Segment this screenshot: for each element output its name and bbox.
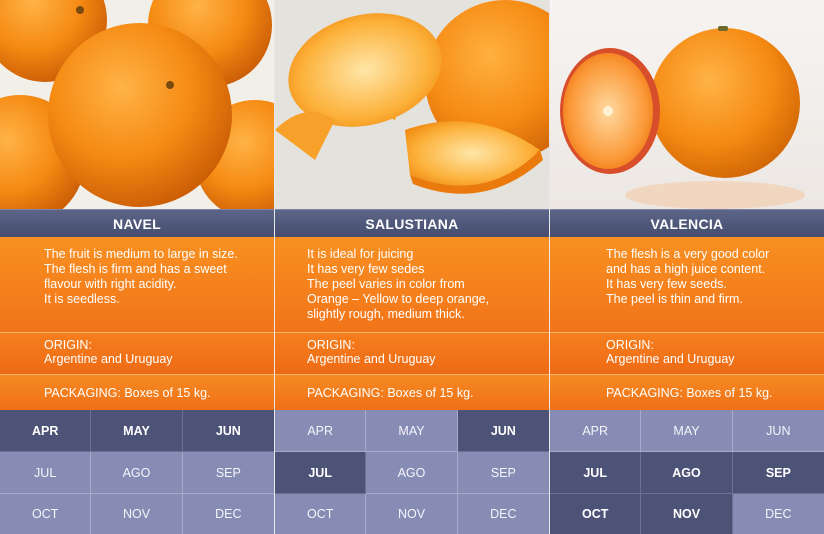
month-calendar: APR MAY JUN JUL AGO SEP OCT NOV DEC	[550, 410, 824, 534]
description-line: It is seedless.	[44, 292, 120, 306]
month-cell: APR	[0, 410, 92, 452]
navel-oranges-photo	[0, 0, 274, 209]
variety-origin: ORIGIN: Argentine and Uruguay	[275, 332, 549, 374]
month-cell: MAY	[641, 410, 733, 452]
salustiana-orange-photo	[275, 0, 549, 209]
origin-value: Argentine and Uruguay	[307, 352, 436, 366]
month-cell: NOV	[641, 494, 733, 534]
variety-description: The fruit is medium to large in size. Th…	[0, 237, 274, 332]
month-cell: DEC	[182, 494, 274, 534]
description-line: The fruit is medium to large in size.	[44, 247, 238, 261]
variety-column-valencia: VALENCIA The flesh is a very good color …	[550, 0, 824, 534]
month-cell: OCT	[550, 494, 642, 534]
month-cell: AGO	[91, 452, 183, 494]
variety-name: VALENCIA	[550, 209, 824, 237]
description-line: flavour with right acidity.	[44, 277, 177, 291]
description-line: slightly rough, medium thick.	[307, 307, 465, 321]
month-cell: SEP	[182, 452, 274, 494]
variety-description: The flesh is a very good color and has a…	[550, 237, 824, 332]
month-cell: JUN	[457, 410, 549, 452]
month-cell: MAY	[366, 410, 458, 452]
month-cell: APR	[550, 410, 642, 452]
description-line: and has a high juice content.	[606, 262, 766, 276]
description-line: The flesh is a very good color	[606, 247, 770, 261]
variety-packaging: PACKAGING: Boxes of 15 kg.	[275, 374, 549, 410]
description-line: The flesh is firm and has a sweet	[44, 262, 227, 276]
month-cell: JUL	[0, 452, 92, 494]
variety-name: SALUSTIANA	[275, 209, 549, 237]
month-cell: DEC	[457, 494, 549, 534]
month-cell: AGO	[641, 452, 733, 494]
valencia-orange-photo	[550, 0, 824, 209]
description-line: Orange – Yellow to deep orange,	[307, 292, 490, 306]
variety-description: It is ideal for juicing It has very few …	[275, 237, 549, 332]
origin-label: ORIGIN:	[44, 338, 92, 352]
origin-label: ORIGIN:	[606, 338, 654, 352]
variety-packaging: PACKAGING: Boxes of 15 kg.	[0, 374, 274, 410]
variety-origin: ORIGIN: Argentine and Uruguay	[550, 332, 824, 374]
month-cell: NOV	[366, 494, 458, 534]
origin-value: Argentine and Uruguay	[606, 352, 735, 366]
month-cell: NOV	[91, 494, 183, 534]
description-line: The peel is thin and firm.	[606, 292, 743, 306]
month-cell: JUL	[550, 452, 642, 494]
description-line: The peel varies in color from	[307, 277, 465, 291]
variety-column-salustiana: SALUSTIANA It is ideal for juicing It ha…	[275, 0, 550, 534]
month-cell: DEC	[732, 494, 824, 534]
month-cell: APR	[275, 410, 367, 452]
month-cell: OCT	[0, 494, 92, 534]
description-line: It has very few seeds.	[606, 277, 727, 291]
month-cell: OCT	[275, 494, 367, 534]
month-calendar: APR MAY JUN JUL AGO SEP OCT NOV DEC	[0, 410, 274, 534]
month-cell: SEP	[732, 452, 824, 494]
month-calendar: APR MAY JUN JUL AGO SEP OCT NOV DEC	[275, 410, 549, 534]
variety-packaging: PACKAGING: Boxes of 15 kg.	[550, 374, 824, 410]
description-line: It has very few sedes	[307, 262, 425, 276]
origin-label: ORIGIN:	[307, 338, 355, 352]
month-cell: JUL	[275, 452, 367, 494]
month-cell: JUN	[732, 410, 824, 452]
month-cell: SEP	[457, 452, 549, 494]
month-cell: AGO	[366, 452, 458, 494]
description-line: It is ideal for juicing	[307, 247, 414, 261]
origin-value: Argentine and Uruguay	[44, 352, 173, 366]
month-cell: MAY	[91, 410, 183, 452]
month-cell: JUN	[182, 410, 274, 452]
variety-column-navel: NAVEL The fruit is medium to large in si…	[0, 0, 275, 534]
variety-name: NAVEL	[0, 209, 274, 237]
variety-origin: ORIGIN: Argentine and Uruguay	[0, 332, 274, 374]
